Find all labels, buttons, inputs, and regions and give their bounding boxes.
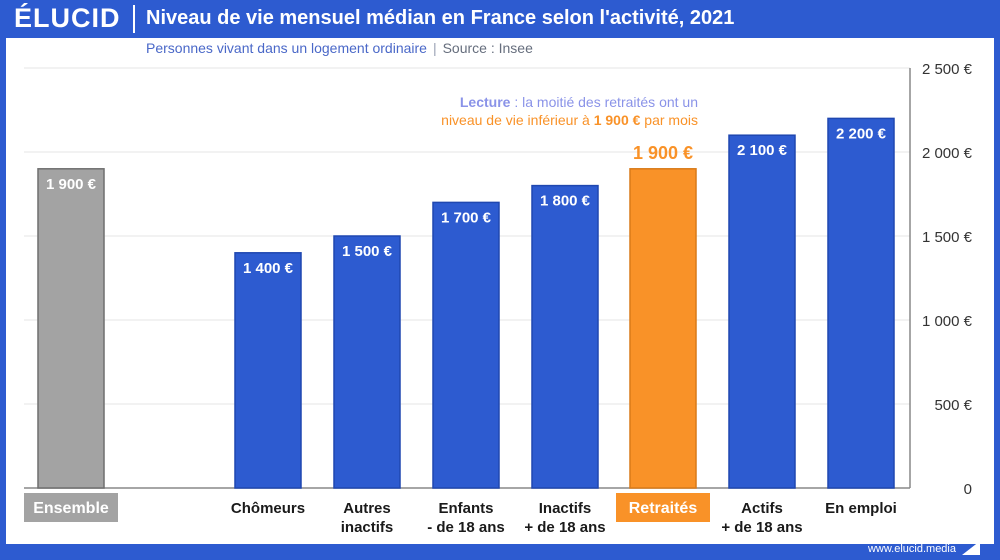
- y-tick-labels: 0 500 € 1 000 € 1 500 € 2 000 € 2 500 €: [922, 61, 973, 498]
- bar-value-label: 1 800 €: [540, 193, 591, 210]
- subtitle-population: Personnes vivant dans un logement ordina…: [146, 40, 427, 56]
- subtitle: Personnes vivant dans un logement ordina…: [146, 40, 533, 56]
- annotation-line1-text: : la moitié des retraités ont un: [510, 94, 698, 110]
- bar-value-label: 1 700 €: [441, 209, 492, 226]
- category-label: Chômeurs: [231, 500, 305, 517]
- logo-divider: [133, 5, 135, 33]
- bar-value-label: 1 900 €: [46, 176, 97, 193]
- category-label-bg: [616, 493, 710, 522]
- bar[interactable]: [531, 184, 599, 489]
- bar[interactable]: [728, 134, 796, 489]
- footer-url[interactable]: www.elucid.media: [867, 543, 956, 555]
- bar-value-label: 1 400 €: [243, 260, 294, 277]
- bar-value-label: 1 500 €: [342, 243, 393, 260]
- category-label: En emploi: [825, 500, 897, 517]
- category-label: + de 18 ans: [721, 519, 802, 536]
- category-label: Ensemble: [33, 500, 109, 517]
- bar-value-label: 2 200 €: [836, 125, 887, 142]
- category-label: Inactifs: [539, 500, 592, 517]
- category-label: Enfants: [438, 500, 493, 517]
- bars: 1 900 € Ensemble 1 400 € Chômeurs 1 500 € Aut…: [24, 117, 897, 536]
- annotation-line-1: Lecture : la moitié des retraités ont un: [460, 94, 698, 110]
- annotation: Lecture : la moitié des retraités ont un…: [441, 94, 698, 128]
- bar[interactable]: [333, 235, 401, 489]
- bar[interactable]: [629, 168, 697, 489]
- header-bar: ÉLUCID Niveau de vie mensuel médian en F…: [0, 0, 1000, 38]
- category-label: inactifs: [341, 519, 394, 536]
- y-tick-label: 1 500 €: [922, 229, 973, 246]
- y-tick-label: 2 000 €: [922, 145, 973, 162]
- annotation-line2-pre: niveau de vie inférieur à: [441, 112, 594, 128]
- category-label: Retraités: [629, 500, 698, 517]
- bar-value-label: 2 100 €: [737, 142, 788, 159]
- bar[interactable]: [432, 201, 500, 489]
- bar-value-label: 1 900 €: [633, 143, 693, 163]
- category-label-bg: [24, 493, 118, 522]
- annotation-value: 1 900 €: [594, 112, 641, 128]
- annotation-line-2: niveau de vie inférieur à 1 900 € par mo…: [441, 112, 698, 128]
- category-label: Actifs: [741, 500, 783, 517]
- bar[interactable]: [234, 252, 302, 489]
- bar[interactable]: [827, 117, 895, 489]
- elucid-mark-icon: [962, 541, 980, 555]
- bar[interactable]: [37, 168, 105, 489]
- y-tick-label: 0: [964, 481, 972, 498]
- y-tick-label: 2 500 €: [922, 61, 973, 78]
- category-label: + de 18 ans: [524, 519, 605, 536]
- elucid-logo[interactable]: ÉLUCID: [14, 3, 121, 33]
- chart-title: Niveau de vie mensuel médian en France s…: [146, 7, 735, 29]
- subtitle-source: Source : Insee: [442, 40, 533, 56]
- y-tick-label: 500 €: [934, 397, 972, 414]
- category-label: Autres: [343, 500, 391, 517]
- y-tick-label: 1 000 €: [922, 313, 973, 330]
- annotation-line2-post: par mois: [640, 112, 698, 128]
- category-label: - de 18 ans: [427, 519, 505, 536]
- annotation-lead: Lecture: [460, 94, 511, 110]
- subtitle-separator: |: [432, 40, 437, 56]
